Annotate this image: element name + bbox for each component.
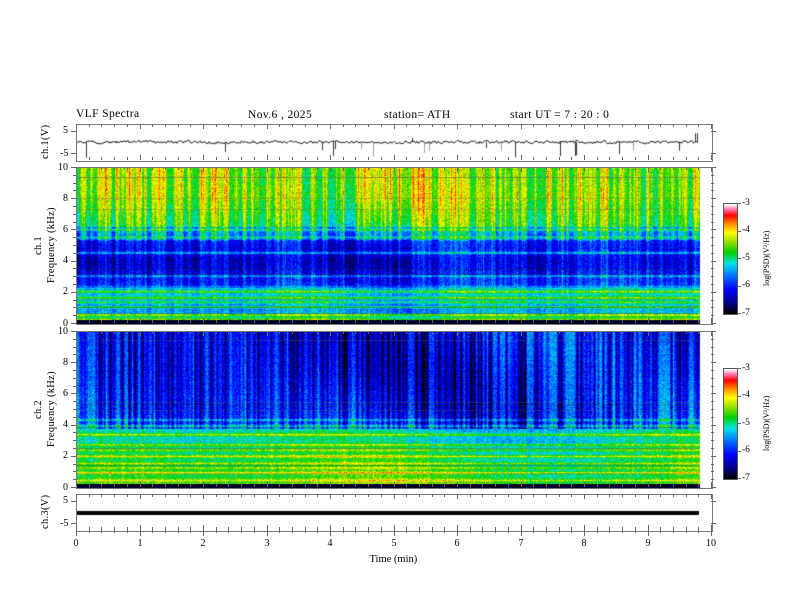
panel-ch3-waveform bbox=[76, 494, 713, 532]
time-tick-label-7: 7 bbox=[518, 538, 524, 549]
ch2-spectrogram-channel-title: ch.2 bbox=[33, 399, 44, 419]
time-tick-label-9: 9 bbox=[645, 538, 651, 549]
ch2-frequency-axis-title: Frequency (kHz) bbox=[46, 371, 57, 447]
colorbar-tick-label-ch1-neg4: -4 bbox=[742, 225, 750, 235]
freq-tick-label-ch1-4: 4 bbox=[63, 255, 68, 267]
colorbar-ch1-canvas bbox=[724, 204, 737, 314]
time-tick-label-3: 3 bbox=[264, 538, 270, 549]
colorbar-tick-label-ch2-neg6: -6 bbox=[742, 445, 750, 455]
ch1-frequency-axis-title: Frequency (kHz) bbox=[46, 207, 57, 283]
colorbar-tick-label-ch2-neg4: -4 bbox=[742, 390, 750, 400]
colorbar-tick-label-ch1-neg7: -7 bbox=[742, 307, 750, 318]
volt-tick-label-ch3-neg5: -5 bbox=[60, 517, 69, 529]
freq-tick-label-ch2-4: 4 bbox=[63, 419, 68, 431]
ch3-waveform-axis-title: ch.3(V) bbox=[40, 494, 51, 529]
ch3-waveform-canvas bbox=[77, 495, 712, 531]
freq-tick-label-ch1-2: 2 bbox=[63, 286, 68, 298]
station-label: station= ATH bbox=[384, 109, 451, 121]
colorbar-tick-label-ch1-neg5: -5 bbox=[742, 252, 750, 263]
ch1-waveform-axis-title: ch.1(V) bbox=[40, 124, 51, 159]
volt-tick-label-ch1-5: 5 bbox=[63, 125, 68, 137]
time-tick-label-10: 10 bbox=[706, 538, 716, 549]
time-tick-label-2: 2 bbox=[200, 538, 206, 549]
figure-title-row: VLF Spectra Nov.6 , 2025 station= ATH st… bbox=[76, 108, 716, 124]
panel-ch2-spectrogram bbox=[76, 331, 713, 489]
time-tick-label-0: 0 bbox=[73, 538, 79, 549]
freq-tick-label-ch1-6: 6 bbox=[63, 223, 68, 235]
ch1-spectrogram-channel-title: ch.1 bbox=[33, 235, 44, 255]
ch1-waveform-canvas bbox=[77, 125, 712, 161]
time-tick-label-1: 1 bbox=[137, 538, 143, 549]
colorbar-tick-label-ch2-neg3: -3 bbox=[742, 362, 750, 373]
ch1-spectrogram-canvas bbox=[77, 168, 712, 324]
freq-tick-label-ch1-10: 10 bbox=[58, 161, 68, 173]
colorbar-ch2 bbox=[723, 368, 738, 480]
freq-tick-label-ch1-0: 0 bbox=[63, 317, 68, 329]
time-tick-label-8: 8 bbox=[581, 538, 587, 549]
volt-tick-label-ch1-neg5: -5 bbox=[60, 147, 69, 159]
panel-ch1-waveform bbox=[76, 124, 713, 162]
colorbar-tick-label-ch1-neg3: -3 bbox=[742, 197, 750, 208]
freq-tick-label-ch1-8: 8 bbox=[63, 192, 68, 204]
colorbar-tick-label-ch2-neg5: -5 bbox=[742, 417, 750, 428]
volt-tick-label-ch3-5: 5 bbox=[63, 495, 68, 507]
freq-tick-label-ch2-10: 10 bbox=[58, 325, 68, 337]
x-axis-title: Time (min) bbox=[369, 554, 418, 565]
colorbar-tick-label-ch2-neg7: -7 bbox=[742, 472, 750, 483]
colorbar-ch2-title: log(PSD)(V²/Hz) bbox=[762, 395, 771, 451]
time-tick-label-5: 5 bbox=[391, 538, 397, 549]
panel-ch1-spectrogram bbox=[76, 167, 713, 325]
freq-tick-label-ch2-6: 6 bbox=[63, 387, 68, 399]
freq-tick-label-ch2-8: 8 bbox=[63, 356, 68, 368]
colorbar-ch1-title: log(PSD)(V²/Hz) bbox=[762, 230, 771, 286]
colorbar-tick-label-ch1-neg6: -6 bbox=[742, 280, 750, 290]
colorbar-ch1 bbox=[723, 203, 738, 315]
page-title: VLF Spectra bbox=[76, 108, 140, 120]
colorbar-ch2-canvas bbox=[724, 369, 737, 479]
freq-tick-label-ch2-0: 0 bbox=[63, 481, 68, 493]
start-ut-label: start UT = 7 : 20 : 0 bbox=[510, 109, 610, 121]
observation-date: Nov.6 , 2025 bbox=[248, 109, 313, 121]
time-tick-label-4: 4 bbox=[327, 538, 333, 549]
time-tick-label-6: 6 bbox=[454, 538, 460, 549]
freq-tick-label-ch2-2: 2 bbox=[63, 450, 68, 462]
ch2-spectrogram-canvas bbox=[77, 332, 712, 488]
